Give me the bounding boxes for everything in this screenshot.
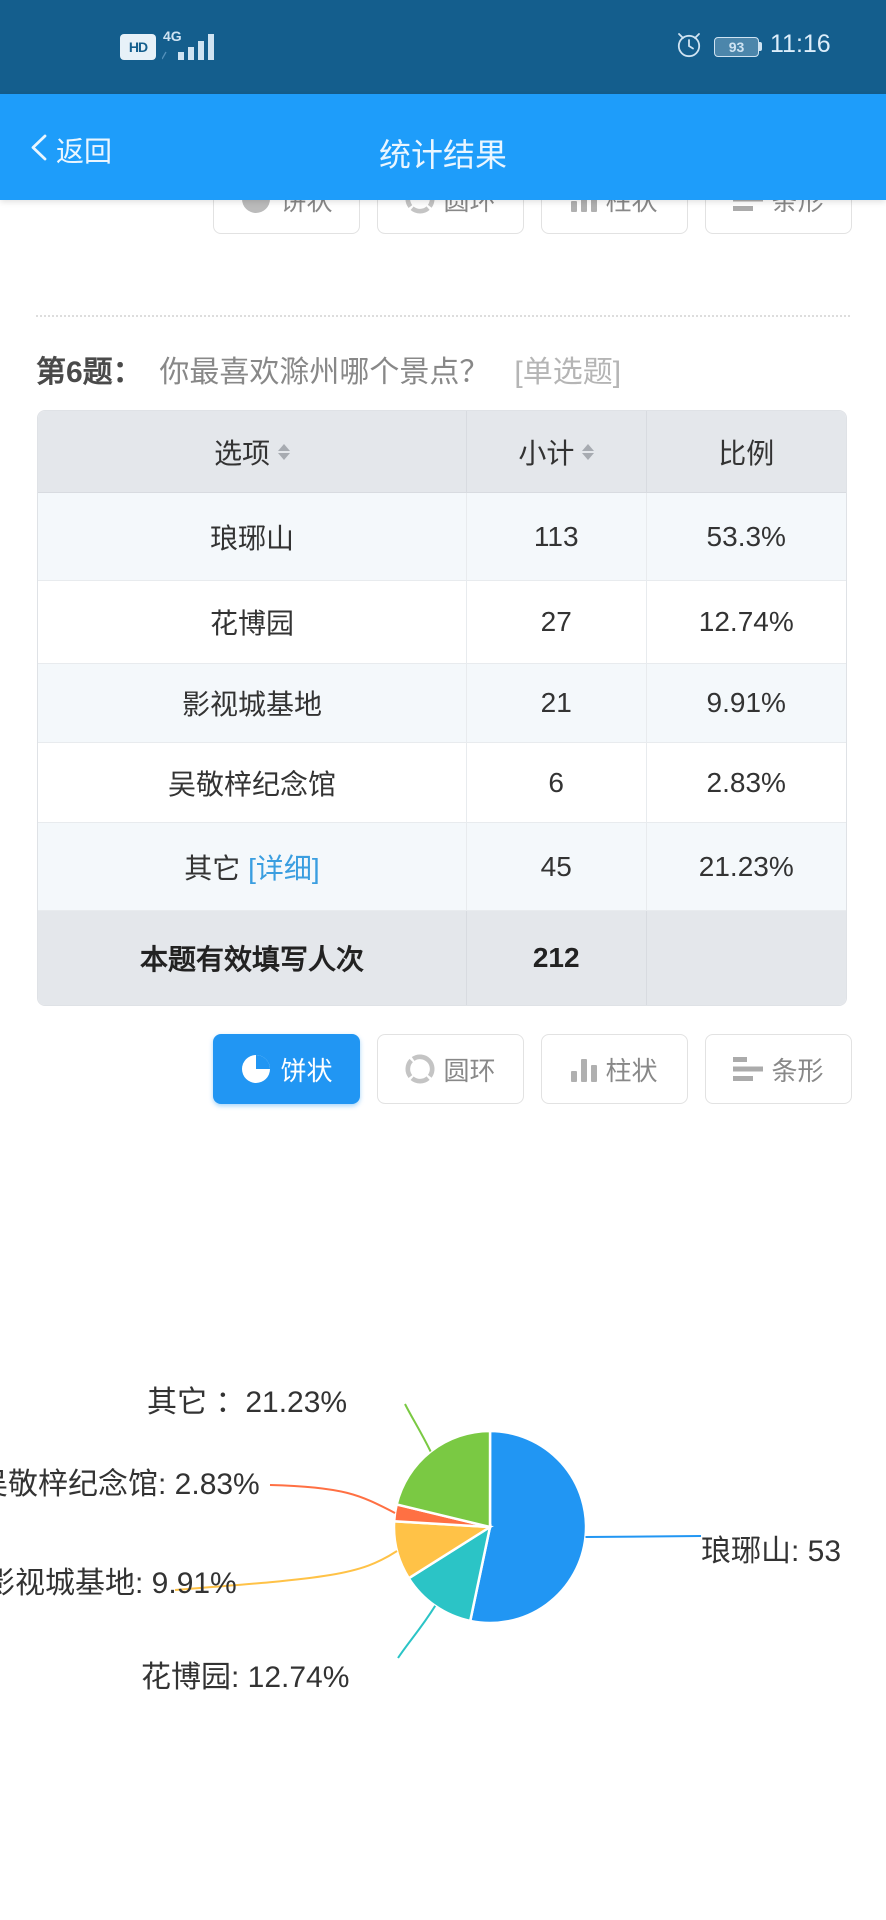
svg-text:花博园: 12.74%: 花博园: 12.74% xyxy=(141,1661,349,1694)
svg-text:琅琊山: 53: 琅琊山: 53 xyxy=(701,1535,841,1568)
svg-text:其它 ：21.23%: 其它 ：21.23% xyxy=(147,1386,347,1419)
svg-text:影视城基地: 9.91%: 影视城基地: 9.91% xyxy=(0,1567,237,1600)
svg-text:吴敬梓纪念馆: 2.83%: 吴敬梓纪念馆: 2.83% xyxy=(0,1468,260,1501)
